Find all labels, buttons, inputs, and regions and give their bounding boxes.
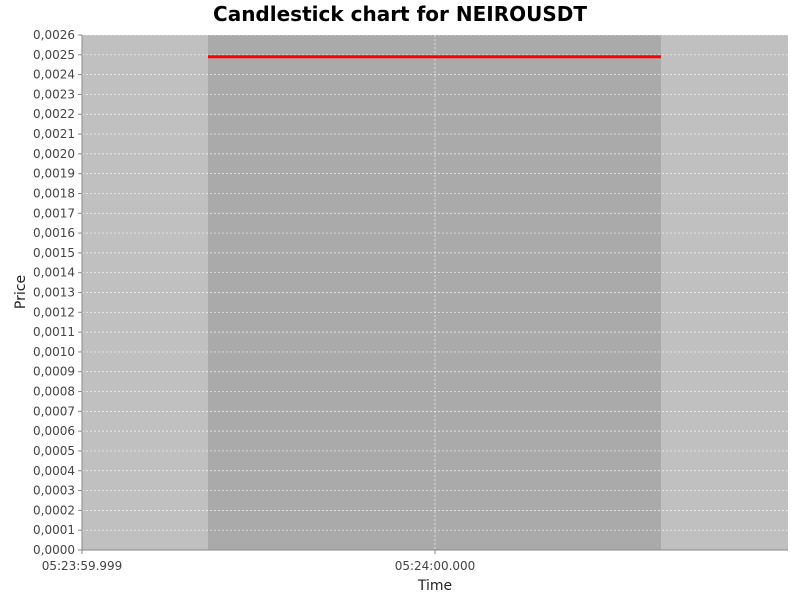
y-axis-label: Price — [13, 275, 29, 309]
y-tick-label: 0,0020 — [33, 147, 75, 161]
y-tick-label: 0,0001 — [33, 523, 75, 537]
y-tick-label: 0,0013 — [33, 286, 75, 300]
y-tick-label: 0,0010 — [33, 345, 75, 359]
y-tick-label: 0,0000 — [33, 543, 75, 557]
y-tick-label: 0,0018 — [33, 186, 75, 200]
y-tick-label: 0,0023 — [33, 87, 75, 101]
y-tick-label: 0,0005 — [33, 444, 75, 458]
x-tick-label: 05:24:00.000 — [395, 559, 476, 573]
y-tick-label: 0,0009 — [33, 365, 75, 379]
y-tick-label: 0,0017 — [33, 206, 75, 220]
y-tick-label: 0,0012 — [33, 305, 75, 319]
chart-title: Candlestick chart for NEIROUSDT — [213, 2, 587, 26]
y-tick-label: 0,0024 — [33, 68, 75, 82]
y-tick-label: 0,0016 — [33, 226, 75, 240]
y-tick-label: 0,0006 — [33, 424, 75, 438]
y-tick-label: 0,0021 — [33, 127, 75, 141]
x-axis-label: Time — [417, 578, 452, 594]
x-tick-label: 05:23:59.999 — [42, 559, 123, 573]
y-tick-label: 0,0015 — [33, 246, 75, 260]
y-tick-label: 0,0025 — [33, 48, 75, 62]
y-tick-label: 0,0019 — [33, 167, 75, 181]
y-tick-label: 0,0002 — [33, 503, 75, 517]
y-tick-label: 0,0008 — [33, 385, 75, 399]
y-tick-label: 0,0003 — [33, 484, 75, 498]
y-tick-label: 0,0014 — [33, 266, 75, 280]
y-tick-label: 0,0011 — [33, 325, 75, 339]
y-tick-label: 0,0007 — [33, 404, 75, 418]
y-tick-label: 0,0022 — [33, 107, 75, 121]
y-tick-label: 0,0026 — [33, 28, 75, 42]
y-tick-label: 0,0004 — [33, 464, 75, 478]
